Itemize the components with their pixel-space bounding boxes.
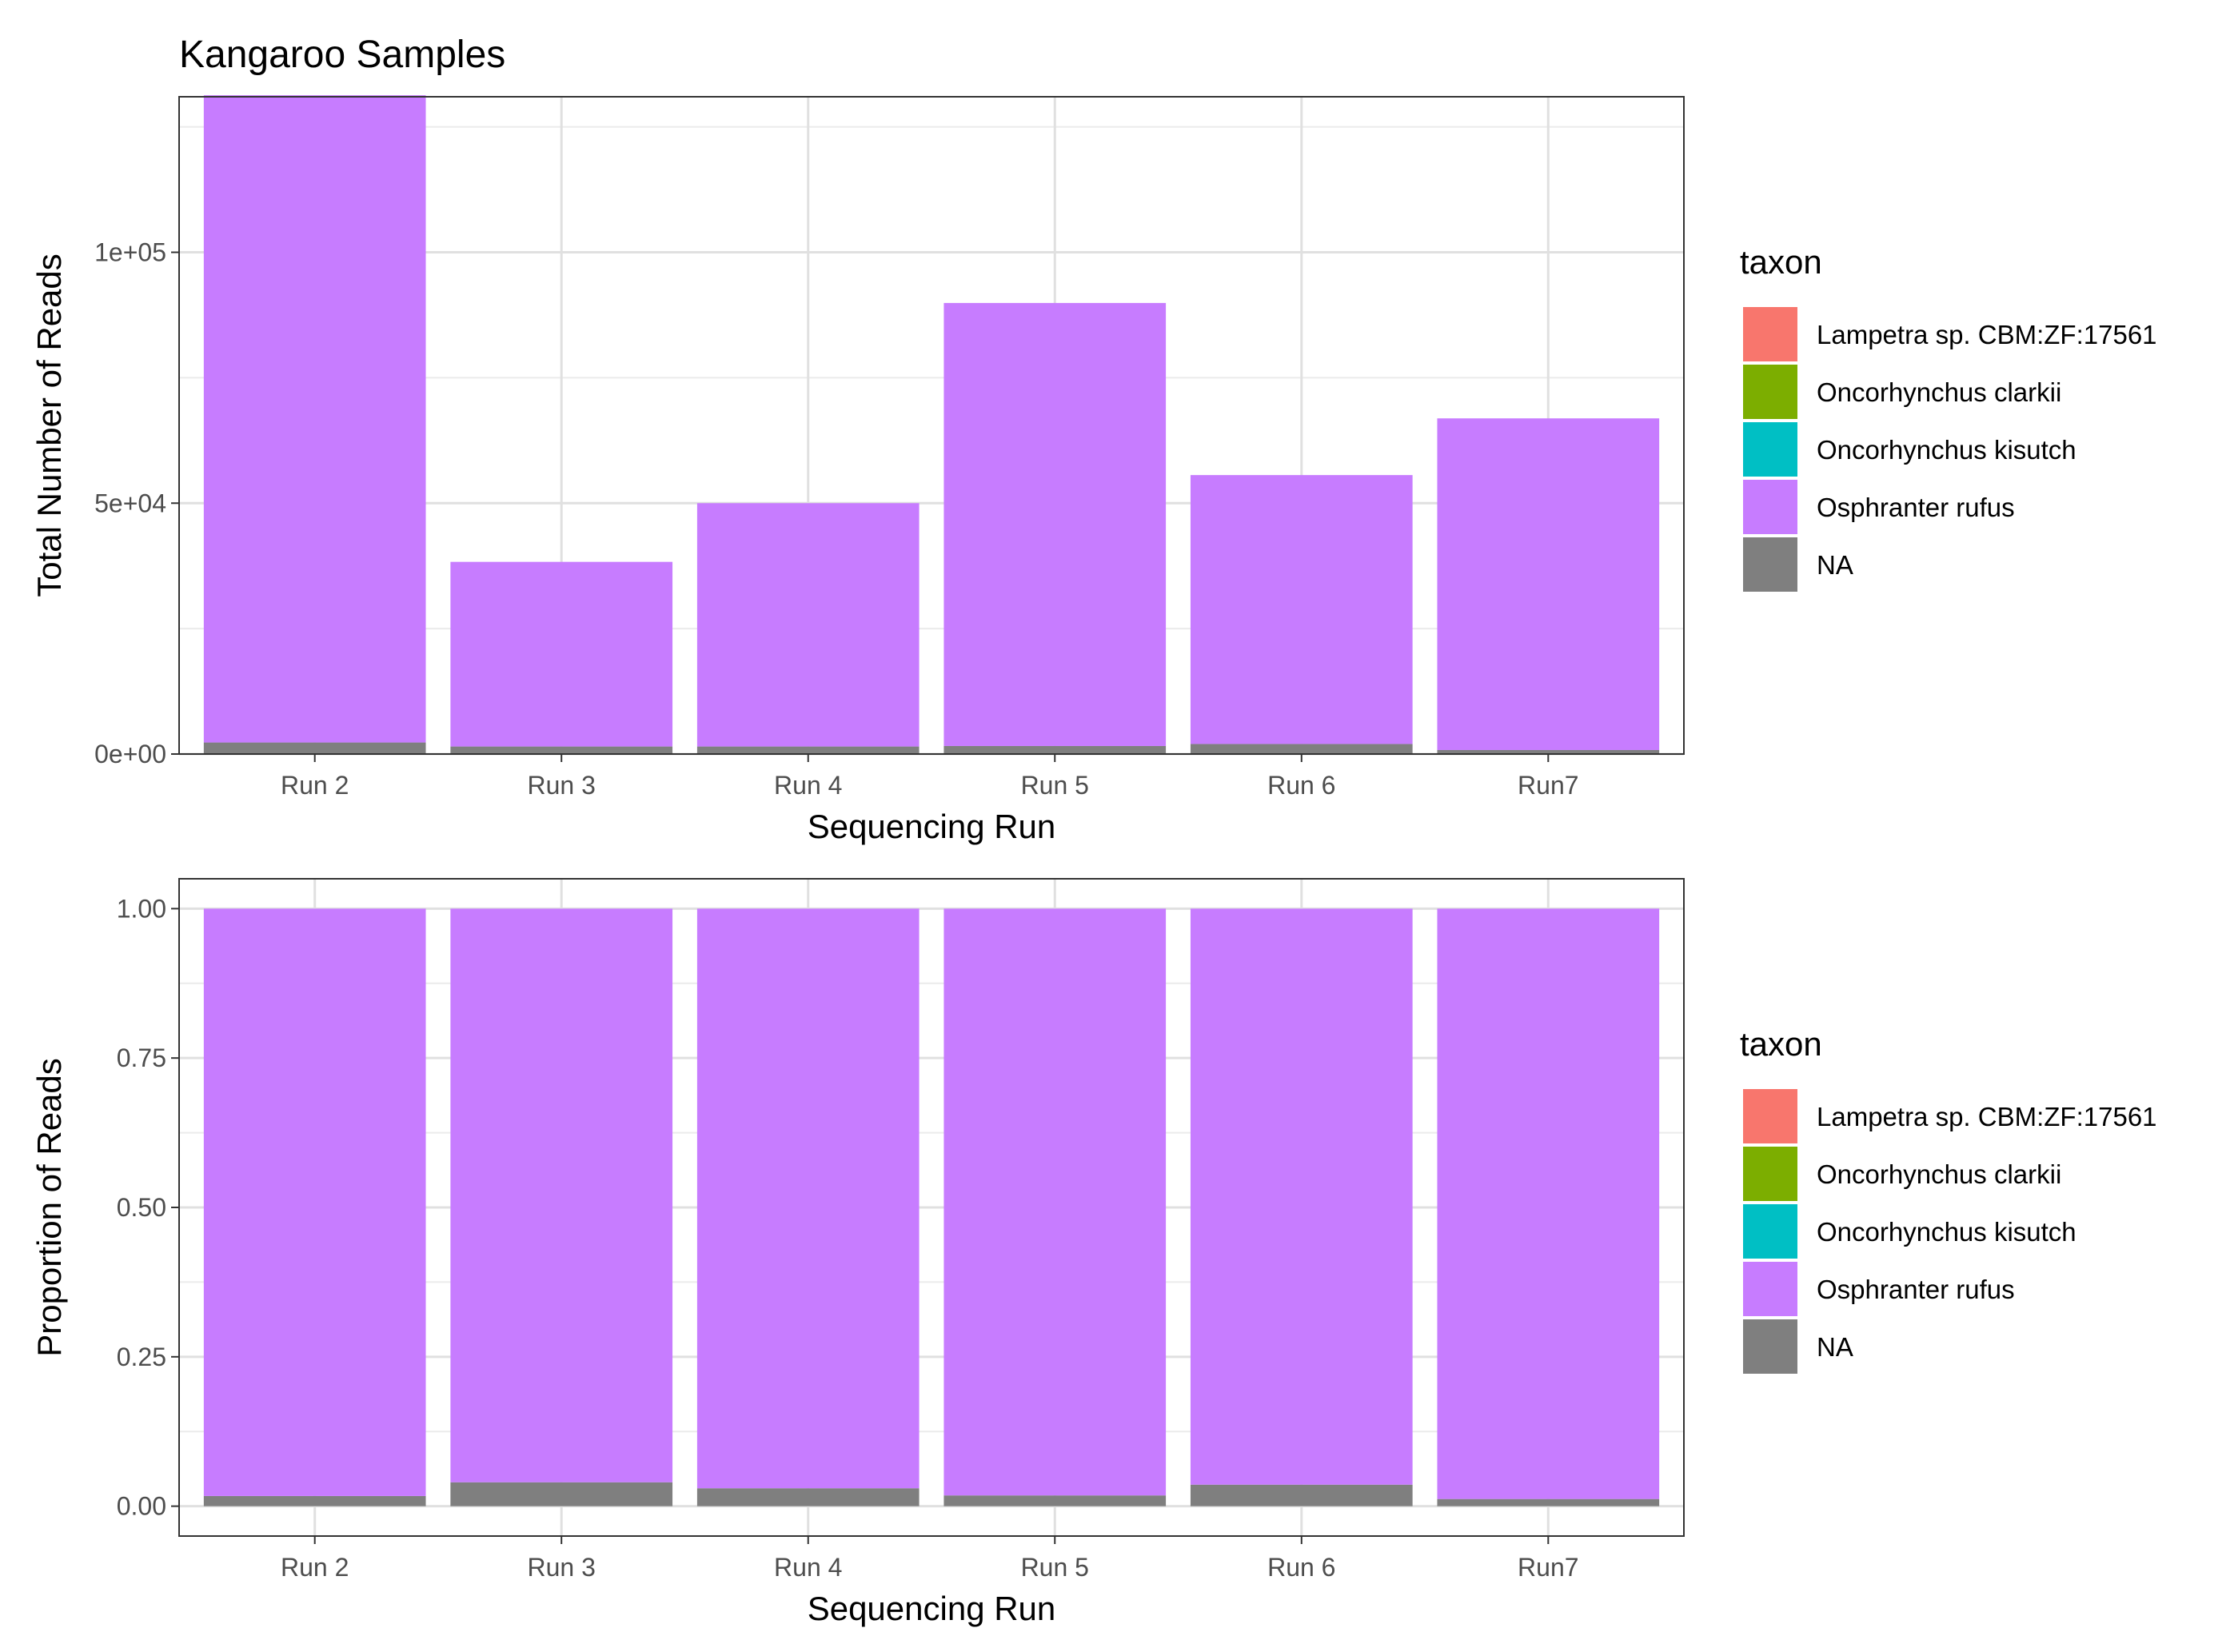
y-tick-label: 0.25 bbox=[117, 1343, 166, 1371]
x-tick-label: Run 5 bbox=[1021, 771, 1089, 800]
legend: taxon Lampetra sp. CBM:ZF:17561 Oncorhynch… bbox=[1740, 1025, 2157, 1374]
x-tick-label: Run 3 bbox=[528, 1553, 596, 1582]
bar-run3-osphranter-rufus bbox=[450, 908, 673, 1482]
legend-key bbox=[1743, 1204, 1797, 1259]
legend-key bbox=[1743, 422, 1797, 477]
bar-run6-na bbox=[1190, 1484, 1413, 1506]
y-tick-label: 0.50 bbox=[117, 1193, 166, 1222]
y-tick-label: 1.00 bbox=[117, 894, 166, 923]
legend-label: Lampetra sp. CBM:ZF:17561 bbox=[1817, 320, 2157, 349]
legend-key bbox=[1743, 1262, 1797, 1316]
legend-key bbox=[1743, 537, 1797, 592]
bar-run7-na bbox=[1437, 749, 1660, 754]
legend-label: Osphranter rufus bbox=[1817, 493, 2015, 522]
y-tick-label: 1e+05 bbox=[94, 238, 166, 267]
y-tick-label: 5e+04 bbox=[94, 489, 166, 517]
legend-key bbox=[1743, 1089, 1797, 1143]
bar-run7-na bbox=[1437, 1498, 1660, 1506]
x-tick-label: Run 4 bbox=[774, 1553, 842, 1582]
legend-label: Oncorhynchus clarkii bbox=[1817, 1159, 2061, 1189]
legend-label: Oncorhynchus kisutch bbox=[1817, 1217, 2076, 1247]
legend-label: Oncorhynchus kisutch bbox=[1817, 435, 2076, 465]
bar-run4-osphranter-rufus bbox=[696, 908, 920, 1489]
legend-title: taxon bbox=[1740, 243, 1822, 281]
reads-proportion-chart: 0.00 0.25 0.50 0.75 1.00 Run 2 Run 3 Run 4 Run 5… bbox=[30, 878, 2157, 1627]
bar-run3-osphranter-rufus bbox=[450, 561, 673, 747]
legend-key bbox=[1743, 365, 1797, 419]
legend-label: NA bbox=[1817, 1332, 1853, 1362]
bar-run4-na bbox=[696, 746, 920, 754]
x-axis-title: Sequencing Run bbox=[808, 808, 1056, 845]
x-tick-label: Run7 bbox=[1518, 771, 1579, 800]
bar-run6-osphranter-rufus bbox=[1190, 908, 1413, 1485]
legend-label: NA bbox=[1817, 550, 1853, 580]
bar-run7-osphranter-rufus bbox=[1437, 418, 1660, 750]
bar-run5-na bbox=[943, 1495, 1167, 1506]
y-axis-title: Total Number of Reads bbox=[30, 253, 68, 597]
bar-run6-osphranter-rufus bbox=[1190, 475, 1413, 744]
bar-run2-osphranter-rufus bbox=[203, 95, 426, 743]
bar-run6-na bbox=[1190, 744, 1413, 754]
x-tick-label: Run 2 bbox=[281, 1553, 349, 1582]
legend-key bbox=[1743, 1319, 1797, 1374]
x-tick-label: Run7 bbox=[1518, 1553, 1579, 1582]
x-tick-label: Run 6 bbox=[1267, 1553, 1335, 1582]
y-tick-label: 0.75 bbox=[117, 1043, 166, 1072]
bar-run5-na bbox=[943, 745, 1167, 754]
panel-background bbox=[179, 97, 1684, 754]
bar-run4-na bbox=[696, 1488, 920, 1506]
legend-title: taxon bbox=[1740, 1025, 1822, 1063]
bar-run5-osphranter-rufus bbox=[943, 908, 1167, 1496]
bar-run2-na bbox=[203, 742, 426, 754]
legend-key bbox=[1743, 480, 1797, 534]
x-tick-label: Run 5 bbox=[1021, 1553, 1089, 1582]
figure-title: Kangaroo Samples bbox=[179, 34, 505, 76]
legend: taxon Lampetra sp. CBM:ZF:17561 Oncorhynch… bbox=[1740, 243, 2157, 592]
x-tick-label: Run 2 bbox=[281, 771, 349, 800]
legend-label: Oncorhynchus clarkii bbox=[1817, 377, 2061, 407]
bar-run7-osphranter-rufus bbox=[1437, 908, 1660, 1499]
bar-run3-na bbox=[450, 1482, 673, 1506]
bar-run3-na bbox=[450, 746, 673, 754]
y-axis-title: Proportion of Reads bbox=[30, 1058, 68, 1357]
panel-border bbox=[178, 96, 1685, 755]
x-tick-label: Run 6 bbox=[1267, 771, 1335, 800]
reads-count-chart: 0e+00 5e+04 1e+05 Run 2 Run 3 Run 4 Run 5 Run 6… bbox=[30, 95, 2157, 845]
bar-run5-osphranter-rufus bbox=[943, 302, 1167, 746]
legend-key bbox=[1743, 307, 1797, 361]
x-tick-label: Run 3 bbox=[528, 771, 596, 800]
bar-run2-na bbox=[203, 1495, 426, 1506]
bar-run2-osphranter-rufus bbox=[203, 908, 426, 1496]
bar-run4-osphranter-rufus bbox=[696, 503, 920, 747]
legend-label: Lampetra sp. CBM:ZF:17561 bbox=[1817, 1102, 2157, 1131]
legend-key bbox=[1743, 1147, 1797, 1201]
y-tick-label: 0.00 bbox=[117, 1492, 166, 1521]
x-tick-label: Run 4 bbox=[774, 771, 842, 800]
y-tick-label: 0e+00 bbox=[94, 740, 166, 768]
legend-label: Osphranter rufus bbox=[1817, 1275, 2015, 1304]
x-axis-title: Sequencing Run bbox=[808, 1590, 1056, 1627]
